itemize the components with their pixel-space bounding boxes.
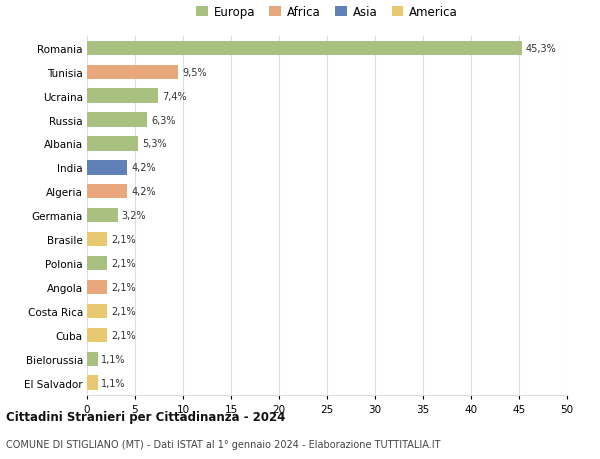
- Text: 1,1%: 1,1%: [101, 378, 126, 388]
- Bar: [87, 161, 127, 175]
- Bar: [87, 65, 178, 80]
- Text: 1,1%: 1,1%: [101, 354, 126, 364]
- Text: 4,2%: 4,2%: [131, 187, 156, 197]
- Bar: [87, 280, 107, 295]
- Text: 2,1%: 2,1%: [111, 330, 136, 340]
- Bar: [87, 328, 107, 342]
- Text: 3,2%: 3,2%: [122, 211, 146, 221]
- Bar: [87, 208, 118, 223]
- Text: 9,5%: 9,5%: [182, 67, 206, 78]
- Bar: [87, 89, 158, 104]
- Text: 5,3%: 5,3%: [142, 139, 166, 149]
- Text: 45,3%: 45,3%: [526, 44, 556, 54]
- Text: 6,3%: 6,3%: [151, 115, 176, 125]
- Bar: [87, 256, 107, 271]
- Text: 4,2%: 4,2%: [131, 163, 156, 173]
- Legend: Europa, Africa, Asia, America: Europa, Africa, Asia, America: [191, 1, 463, 24]
- Bar: [87, 375, 98, 390]
- Text: 2,1%: 2,1%: [111, 235, 136, 245]
- Text: 2,1%: 2,1%: [111, 306, 136, 316]
- Bar: [87, 185, 127, 199]
- Bar: [87, 232, 107, 247]
- Bar: [87, 304, 107, 319]
- Bar: [87, 137, 138, 151]
- Text: Cittadini Stranieri per Cittadinanza - 2024: Cittadini Stranieri per Cittadinanza - 2…: [6, 410, 286, 423]
- Bar: [87, 41, 522, 56]
- Text: COMUNE DI STIGLIANO (MT) - Dati ISTAT al 1° gennaio 2024 - Elaborazione TUTTITAL: COMUNE DI STIGLIANO (MT) - Dati ISTAT al…: [6, 440, 440, 449]
- Bar: [87, 352, 98, 366]
- Text: 2,1%: 2,1%: [111, 258, 136, 269]
- Bar: [87, 113, 148, 128]
- Text: 2,1%: 2,1%: [111, 282, 136, 292]
- Text: 7,4%: 7,4%: [162, 91, 187, 101]
